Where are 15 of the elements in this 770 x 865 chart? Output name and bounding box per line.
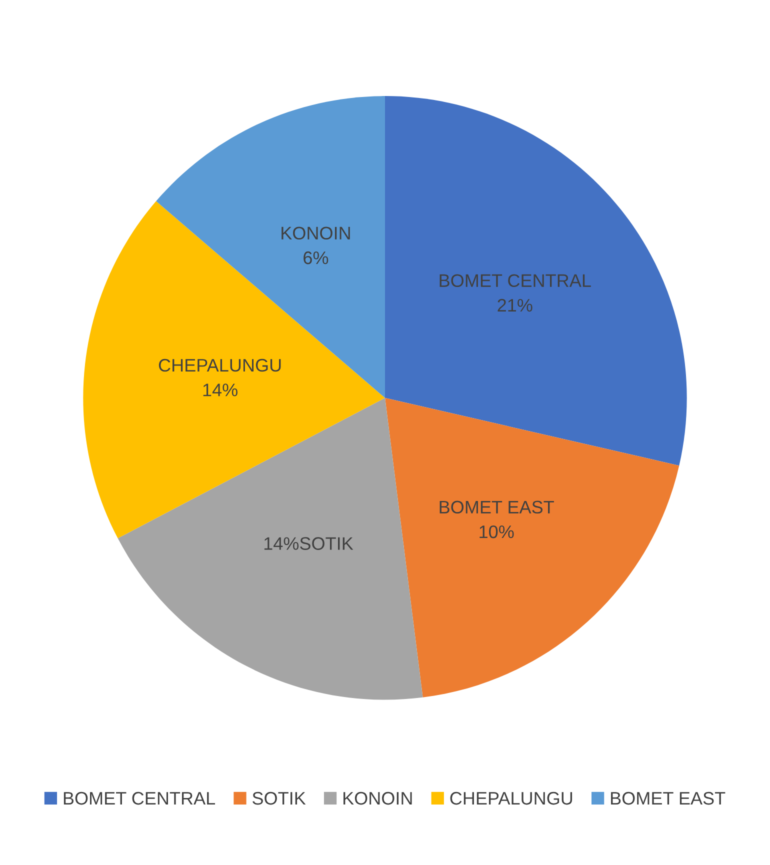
legend-label: CHEPALUNGU [450, 792, 572, 805]
pie-slice [385, 96, 687, 466]
legend-label: KONOIN [344, 792, 412, 805]
pie-slice [385, 398, 680, 698]
pie-slice [118, 398, 423, 700]
legend-label: BOMET CENTRAL [64, 792, 216, 805]
text: CHEPALUNGU 14% [158, 358, 281, 396]
legend-label: BOMET EAST [611, 792, 726, 805]
text: BOMET CENTRAL 21% [440, 274, 591, 312]
pie-slice [83, 201, 385, 538]
pie-slice [156, 96, 385, 398]
text: KONOIN 6% [282, 226, 350, 264]
text: BOMET EAST 10% [440, 500, 554, 538]
text: 14%SOTIK [264, 537, 354, 550]
legend-label: SOTIK [252, 792, 306, 805]
